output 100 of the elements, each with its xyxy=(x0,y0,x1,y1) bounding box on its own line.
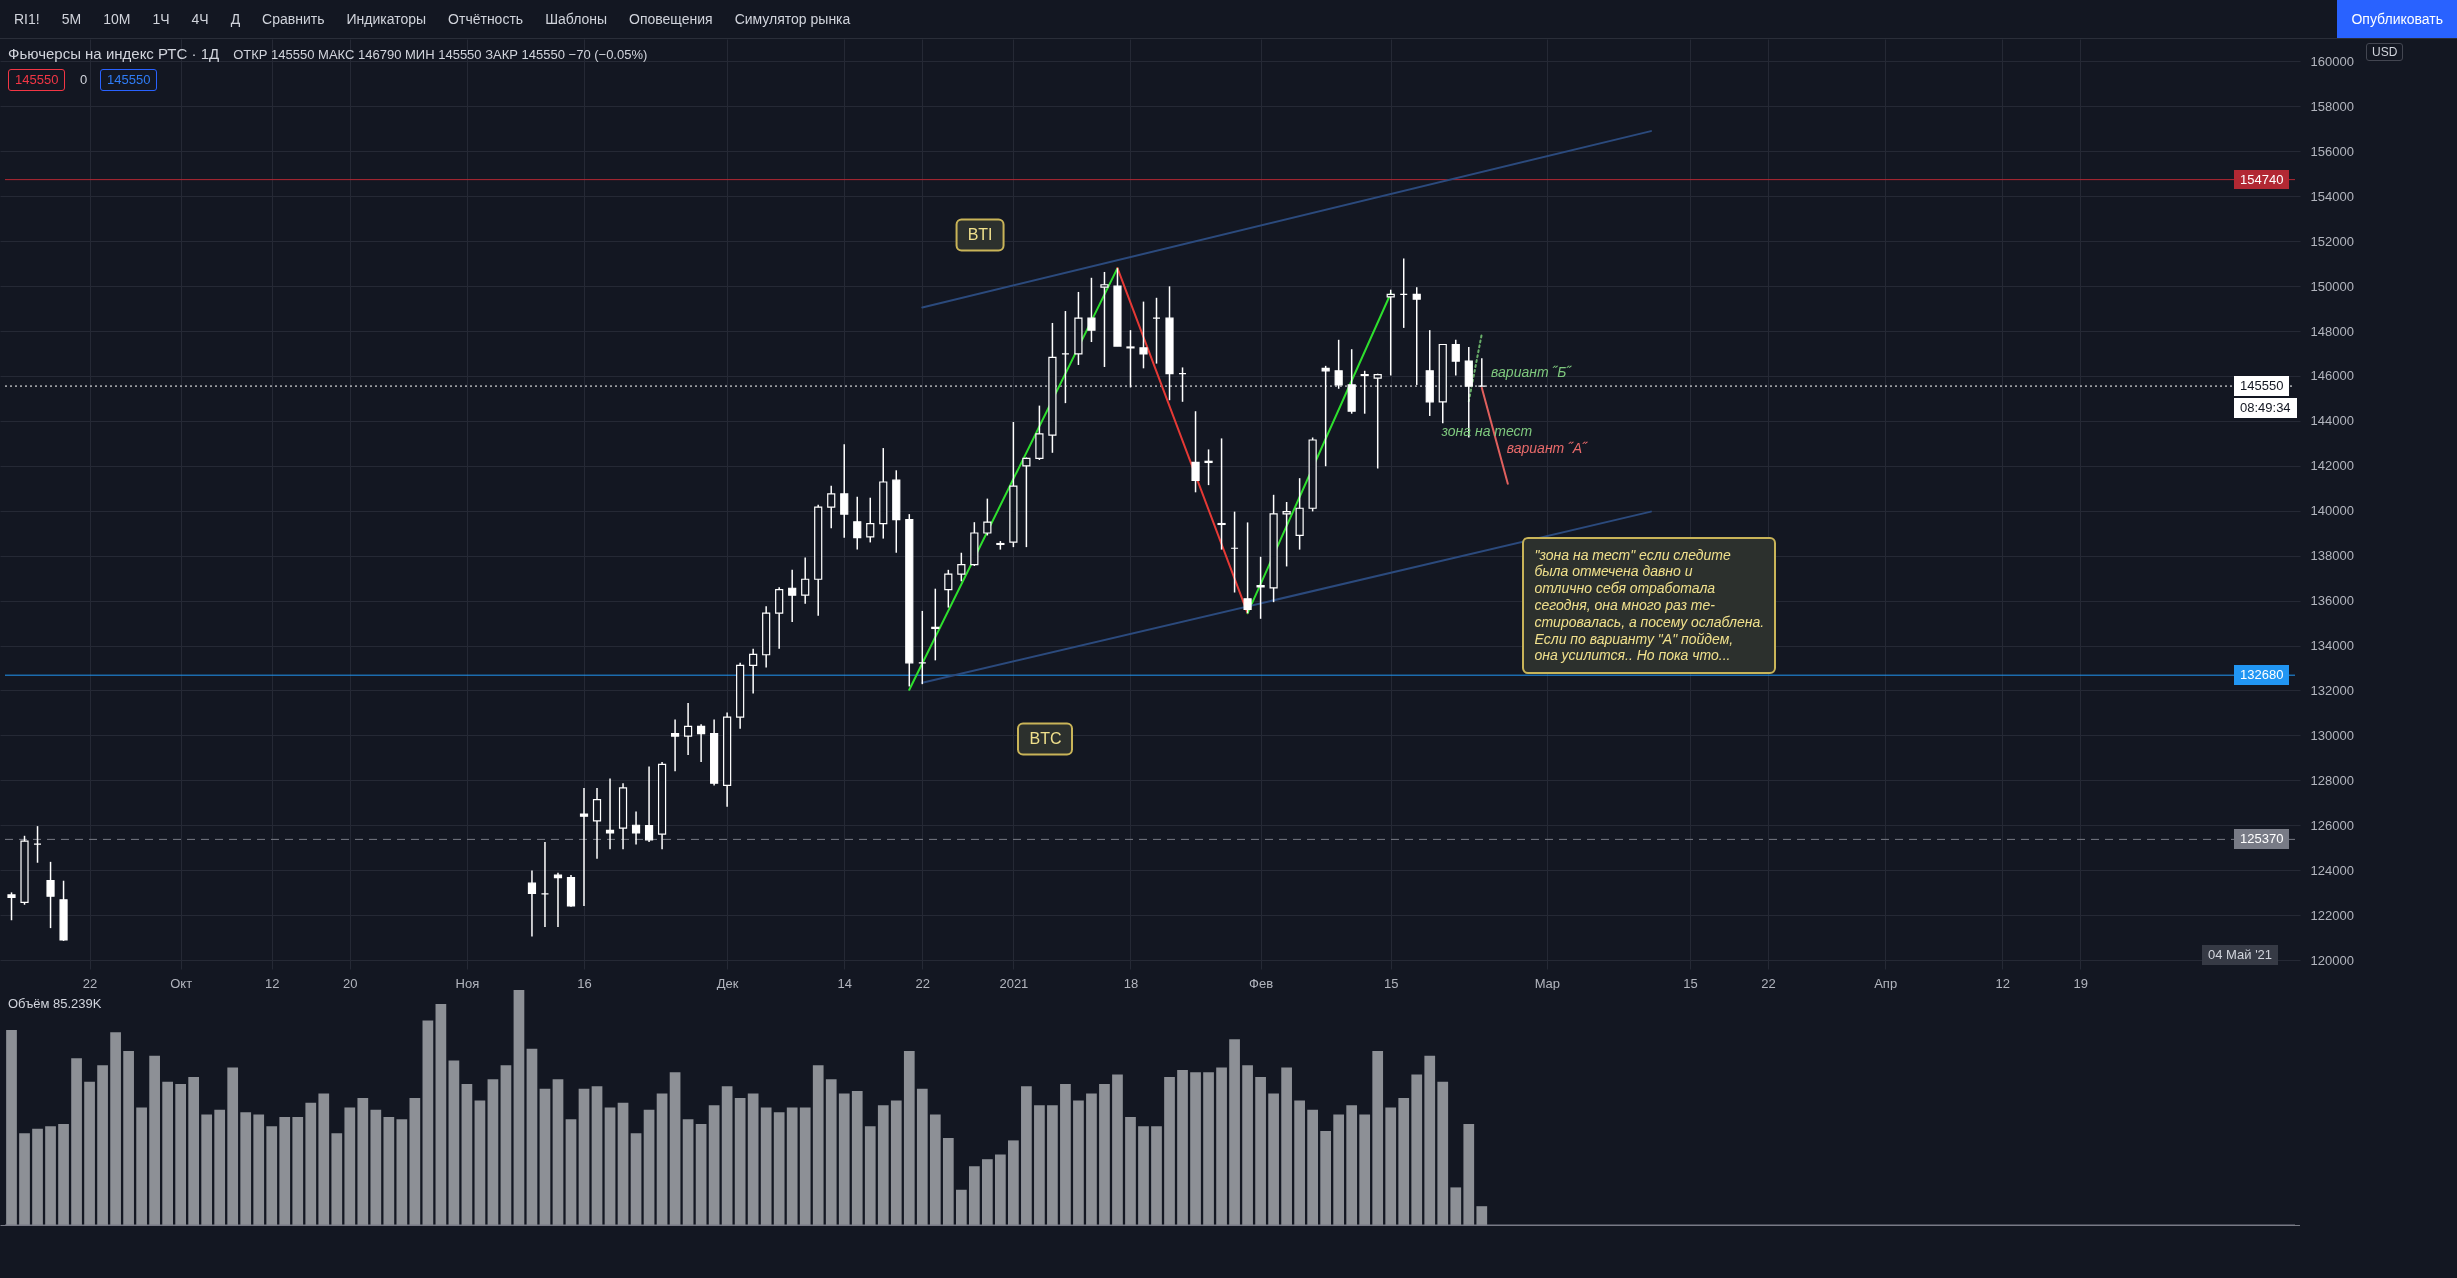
annotation: 0 xyxy=(80,72,88,88)
candlestick xyxy=(579,787,589,907)
x-tick-label: 22 xyxy=(82,975,98,991)
y-tick-label: 132000 xyxy=(2310,682,2354,698)
candlestick xyxy=(853,496,862,551)
bar xyxy=(1424,1055,1436,1225)
bar xyxy=(84,1081,95,1225)
ref-line-label: 125370 xyxy=(2234,829,2290,849)
x-tick-label: 16 xyxy=(577,975,592,991)
bar xyxy=(1359,1114,1371,1225)
annotation: BTI xyxy=(955,218,1005,252)
y-tick-label: 136000 xyxy=(2310,593,2354,609)
bar xyxy=(396,1119,408,1225)
bar xyxy=(656,1093,668,1225)
text: Индикаторы xyxy=(346,10,427,28)
bar xyxy=(1138,1126,1149,1225)
candlestick xyxy=(697,723,706,763)
bar xyxy=(383,1116,395,1225)
text: Д xyxy=(230,10,241,28)
text: Шаблоны xyxy=(545,10,608,28)
bar xyxy=(942,1138,954,1225)
bar xyxy=(344,1107,356,1225)
candlestick xyxy=(944,569,953,609)
y-tick-label: 150000 xyxy=(2310,278,2354,294)
bar xyxy=(1333,1114,1345,1225)
x-tick-label: Ноя xyxy=(455,975,480,991)
x-tick-label: 2021 xyxy=(999,975,1029,991)
bar xyxy=(1385,1107,1397,1225)
x-tick-label: 12 xyxy=(1995,975,2010,991)
y-tick-label: 122000 xyxy=(2310,907,2354,923)
text: Опубликовать xyxy=(2337,0,2457,38)
bar xyxy=(1021,1086,1032,1225)
bar xyxy=(1086,1093,1097,1225)
bar xyxy=(1229,1039,1240,1225)
bar xyxy=(474,1100,486,1225)
bar xyxy=(435,1004,447,1225)
y-tick-label: 140000 xyxy=(2310,503,2354,519)
annotation: 08:49:34 xyxy=(2234,398,2297,418)
bar xyxy=(1476,1206,1488,1225)
candlestick xyxy=(527,869,537,938)
candlestick xyxy=(1217,437,1226,551)
y-tick-label: 142000 xyxy=(2310,458,2354,474)
annotation: "зона на тест" если следите была отмечена давно и отлично себя отработала сегодня, она много раз те- стировалась, а посему ослаблена. Если по варианту "А" пойдем, она усилится.. Но пока что... xyxy=(1522,536,1777,675)
x-tick-label: 22 xyxy=(915,975,931,991)
bar xyxy=(669,1072,681,1225)
bar xyxy=(1346,1105,1358,1225)
bar xyxy=(201,1114,213,1225)
bar xyxy=(1125,1116,1136,1225)
candlestick xyxy=(1100,271,1109,368)
bar xyxy=(773,1112,785,1225)
candlestick xyxy=(553,872,563,928)
bar xyxy=(1437,1081,1449,1225)
text: USD xyxy=(2366,43,2404,62)
bar xyxy=(123,1051,134,1225)
candlestick xyxy=(957,552,966,583)
bar xyxy=(1008,1140,1019,1225)
bar xyxy=(461,1084,473,1225)
bar xyxy=(734,1098,746,1225)
bar xyxy=(45,1126,56,1225)
x-tick-label: Окт xyxy=(170,975,193,991)
bar xyxy=(6,1029,17,1225)
bar xyxy=(1463,1123,1475,1225)
y-tick-label: 146000 xyxy=(2310,368,2354,384)
bar xyxy=(513,990,525,1225)
bar xyxy=(1151,1126,1162,1225)
ref-line-label: 154740 xyxy=(2234,169,2290,190)
bar xyxy=(1073,1100,1084,1225)
bar xyxy=(71,1058,82,1225)
bar xyxy=(955,1189,967,1225)
y-tick-label: 158000 xyxy=(2310,98,2354,114)
y-tick-label: 152000 xyxy=(2310,233,2354,249)
x-tick-label: 15 xyxy=(1683,975,1698,991)
bar xyxy=(565,1119,577,1225)
x-tick-label: Мар xyxy=(1534,975,1561,991)
candlestick xyxy=(840,443,849,539)
x-tick-label: 15 xyxy=(1383,975,1399,991)
text: 5М xyxy=(61,10,82,28)
candlestick xyxy=(1204,448,1213,486)
bar xyxy=(1047,1105,1058,1225)
chart-title: Фьючерсы на индекс РТС · 1Д xyxy=(8,45,220,63)
bar xyxy=(682,1119,694,1225)
text: Оповещения xyxy=(629,10,713,28)
candlestick xyxy=(46,861,55,929)
candlestick xyxy=(1451,339,1460,377)
bar xyxy=(851,1091,863,1225)
bar xyxy=(110,1032,121,1225)
bar xyxy=(877,1105,889,1225)
bar xyxy=(968,1166,980,1225)
bar xyxy=(799,1107,811,1225)
bar xyxy=(240,1112,252,1225)
bar xyxy=(995,1154,1006,1225)
bar xyxy=(1112,1074,1123,1225)
bar xyxy=(214,1109,226,1225)
bar xyxy=(864,1126,876,1225)
bar xyxy=(331,1133,343,1225)
candlestick xyxy=(592,787,602,860)
y-tick-label: 126000 xyxy=(2310,817,2354,833)
bar xyxy=(19,1133,30,1225)
bar xyxy=(370,1109,382,1225)
annotation: Объём 85.239K xyxy=(8,996,102,1012)
